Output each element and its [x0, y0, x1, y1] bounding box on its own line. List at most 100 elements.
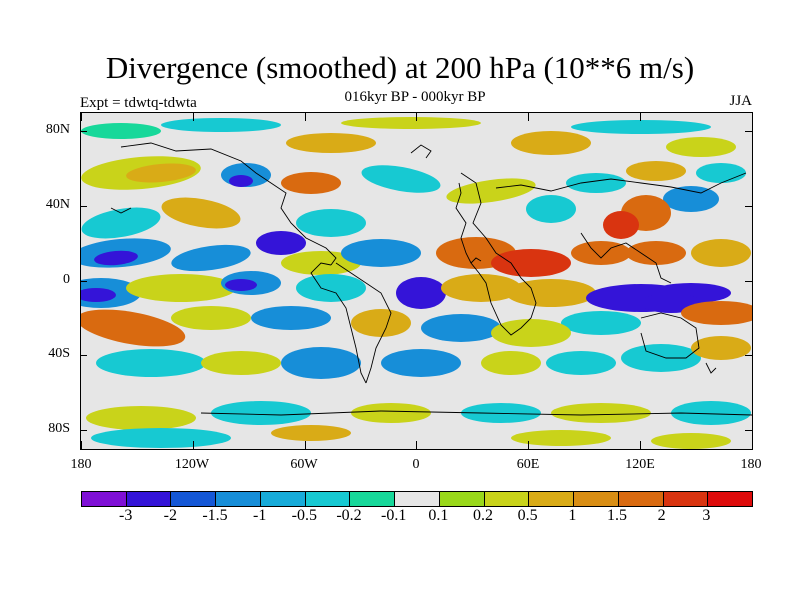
colorbar-swatch	[708, 492, 753, 506]
axis-tick	[528, 113, 530, 121]
lat-label-40s: 40S	[48, 346, 70, 361]
field-patch	[96, 349, 206, 377]
experiment-label: Expt = tdwtq-tdwta	[80, 95, 197, 111]
coastline	[580, 232, 672, 284]
axis-tick	[80, 281, 87, 282]
field-patch	[86, 406, 196, 430]
lon-label-0: 0	[412, 457, 420, 472]
field-patch	[603, 211, 639, 239]
lon-label-60w: 60W	[290, 457, 318, 472]
field-patch	[296, 274, 366, 302]
field-patch	[81, 309, 186, 347]
field-patch	[526, 195, 576, 223]
field-patch	[229, 175, 253, 187]
field-patch	[94, 250, 138, 266]
colorbar-label: -0.2	[336, 507, 362, 524]
field-patch	[571, 120, 711, 134]
field-patch	[671, 401, 751, 425]
colorbar-label: 0.1	[428, 507, 449, 524]
colorbar-label: -3	[118, 507, 133, 524]
colorbar-swatch	[82, 492, 127, 506]
colorbar-swatch	[618, 492, 664, 506]
field-patch	[281, 347, 361, 379]
field-patch	[271, 425, 351, 441]
field-patch	[691, 336, 751, 360]
axis-tick	[745, 281, 752, 282]
field-patch	[506, 279, 596, 307]
coastline	[495, 172, 747, 194]
lat-label-eq: 0	[63, 272, 70, 287]
axis-tick	[304, 441, 306, 449]
colorbar-swatch	[663, 492, 709, 506]
colorbar-label: -2	[163, 507, 177, 524]
lat-label-80n: 80N	[45, 122, 70, 137]
field-patch	[421, 314, 501, 342]
colorbar-swatch	[171, 492, 217, 506]
field-patch	[281, 172, 341, 194]
lat-label-40n: 40N	[45, 197, 70, 212]
axis-tick	[81, 441, 82, 449]
colorbar-label: -1.5	[202, 507, 228, 524]
field-patch	[663, 186, 719, 212]
colorbar-swatch	[216, 492, 261, 506]
field-patch	[351, 309, 411, 337]
field-patch	[296, 209, 366, 237]
map-subtitle: 016kyr BP - 000kyr BP	[344, 89, 486, 105]
colorbar-swatch	[395, 492, 440, 506]
colorbar-swatch	[260, 492, 306, 506]
map-title: Divergence (smoothed) at 200 hPa (10**6 …	[105, 50, 695, 85]
axis-tick	[80, 430, 87, 431]
colorbar-label: -0.5	[291, 507, 317, 524]
colorbar-label: 2	[657, 507, 666, 524]
colorbar-label: 3	[702, 507, 711, 524]
field-patch	[566, 173, 626, 193]
axis-tick	[751, 113, 753, 121]
field-patch	[81, 123, 161, 139]
colorbar-swatch	[574, 492, 619, 506]
field-patch	[511, 430, 611, 446]
axis-tick	[745, 430, 752, 431]
colorbar-label: -1	[252, 507, 267, 524]
divergence-map	[81, 113, 752, 449]
field-patch	[666, 137, 736, 157]
field-patch	[171, 244, 251, 272]
field-plot	[81, 117, 752, 449]
colorbar-swatch	[126, 492, 172, 506]
axis-tick	[80, 355, 87, 356]
axis-tick	[745, 206, 752, 207]
field-patch	[351, 403, 431, 423]
colorbar-swatch	[529, 492, 575, 506]
lon-label-60e: 60E	[516, 457, 540, 472]
coastline	[310, 262, 367, 384]
colorbar-label: 1.5	[607, 507, 627, 524]
coastline	[110, 207, 132, 214]
field-patch	[651, 433, 731, 449]
field-patch	[626, 241, 686, 265]
lat-label-80s: 80S	[48, 421, 70, 436]
field-patch	[91, 428, 231, 448]
season-label: JJA	[729, 93, 752, 109]
axis-tick	[751, 441, 753, 449]
field-patch	[361, 165, 441, 193]
field-patch	[551, 403, 651, 423]
lon-label-120w: 120W	[174, 457, 210, 472]
field-patch	[201, 351, 281, 375]
axis-tick	[81, 113, 82, 121]
field-patch	[211, 401, 311, 425]
axis-tick	[745, 355, 752, 356]
lon-label-180e: 180	[740, 457, 762, 472]
axis-tick	[640, 441, 641, 449]
field-patch	[691, 239, 751, 267]
field-patch	[341, 117, 481, 129]
axis-tick	[192, 113, 194, 121]
coastline	[120, 142, 337, 266]
axis-tick	[528, 441, 530, 449]
field-patch	[251, 306, 331, 330]
axis-tick	[80, 206, 87, 207]
field-patch	[396, 277, 446, 309]
field-patch	[446, 178, 536, 204]
coastline	[640, 312, 700, 359]
field-patch	[571, 241, 631, 265]
field-patch	[126, 163, 196, 183]
lon-label-120e: 120E	[625, 457, 655, 472]
